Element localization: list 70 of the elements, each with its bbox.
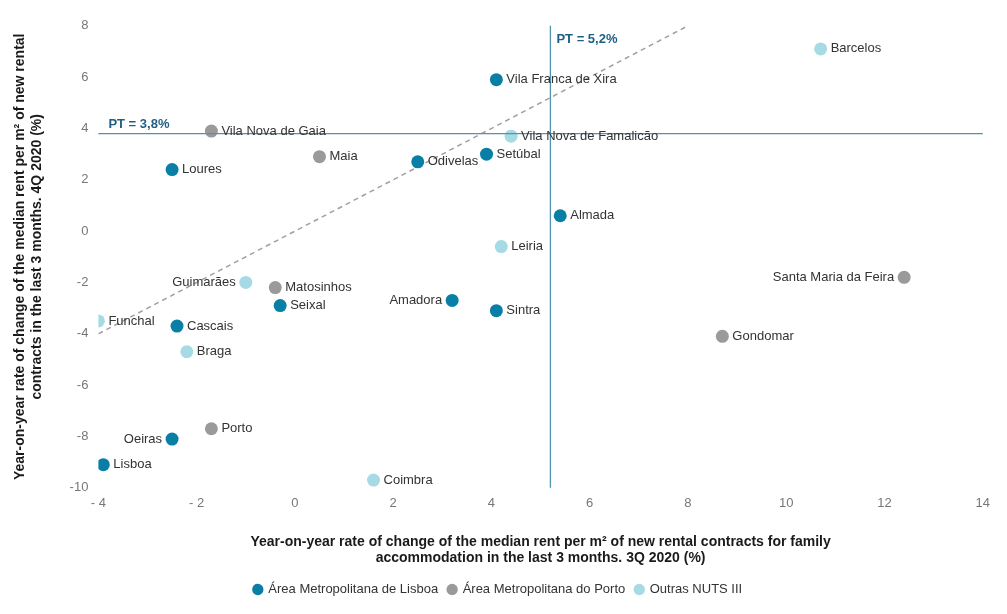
annotation: Maia	[329, 148, 359, 164]
x-tick-label: - 4	[90, 495, 106, 511]
annotation: Odivelas	[427, 153, 479, 169]
annotation: Seixal	[290, 297, 326, 313]
point	[165, 163, 179, 177]
point	[367, 473, 381, 487]
legend-label: Outras NUTS III	[649, 581, 743, 597]
point	[312, 150, 326, 164]
x-axis-title: Year-on-year rate of change of the median rent per m² of new rental contracts for family accommodation in the last 3 months. 3Q 2020 (%)	[250, 532, 831, 566]
annotation: Guimarães	[172, 274, 237, 290]
point	[445, 293, 459, 307]
y-tick-label: -6	[76, 376, 89, 392]
point	[814, 42, 828, 56]
annotation: Sintra	[506, 302, 542, 318]
annotation: Funchal	[108, 312, 155, 328]
x-tick-label: 2	[389, 495, 397, 511]
point	[494, 240, 508, 254]
annotation: Matosinhos	[285, 279, 353, 295]
y-tick-label: -10	[69, 479, 89, 495]
x-tick-label: 12	[877, 495, 892, 511]
annotation: Porto	[221, 420, 253, 436]
point	[165, 432, 179, 446]
y-tick-label: 6	[81, 68, 89, 84]
legend-label: Área Metropolitana do Porto	[462, 581, 626, 597]
point	[489, 73, 503, 87]
annotation: Coimbra	[383, 471, 434, 487]
ref-line-label: PT = 3,8%	[108, 115, 170, 131]
point	[204, 124, 218, 138]
x-tick-label: 4	[487, 495, 496, 511]
y-tick-label: -8	[76, 428, 89, 444]
annotation: Setúbal	[496, 145, 541, 161]
point	[715, 329, 729, 343]
point	[180, 345, 194, 359]
x-tick-label: 6	[586, 495, 594, 511]
annotation: Leiria	[511, 238, 544, 254]
annotation: Braga	[196, 343, 233, 359]
point	[897, 270, 911, 284]
y-tick-label: -2	[76, 274, 89, 290]
annotation: Santa Maria da Feira	[772, 268, 895, 284]
ref-line-label: PT = 5,2%	[556, 30, 618, 46]
x-tick-label: 10	[779, 495, 794, 511]
y-tick-label: 2	[81, 171, 89, 187]
annotation: Cascais	[187, 317, 234, 333]
point	[411, 155, 425, 169]
annotation: Almada	[570, 207, 616, 223]
x-tick-label: - 2	[189, 495, 205, 511]
point	[480, 147, 494, 161]
point	[268, 281, 282, 295]
y-tick-label: 8	[81, 17, 89, 33]
point	[553, 209, 567, 223]
x-tick-label: 0	[291, 495, 299, 511]
point	[170, 319, 184, 333]
x-tick-label: 8	[684, 495, 692, 511]
y-tick-label: 0	[81, 222, 89, 238]
point	[204, 422, 218, 436]
annotation: Lisboa	[113, 456, 153, 472]
annotation: Oeiras	[123, 430, 163, 446]
annotation: Loures	[182, 161, 223, 177]
y-axis-title: Year-on-year rate of change of the median rent per m² of new rental contracts in the last 3 months. 4Q 2020 (%)	[11, 33, 45, 481]
x-tick-label: 14	[975, 495, 990, 511]
legend-label: Área Metropolitana de Lisboa	[268, 581, 439, 597]
y-tick-label: -4	[76, 325, 89, 341]
point	[273, 299, 287, 313]
y-tick-label: 4	[81, 120, 89, 136]
point	[239, 275, 253, 289]
annotation: Amadora	[389, 292, 443, 308]
point	[489, 304, 503, 318]
point	[98, 458, 110, 472]
annotation: Gondomar	[732, 327, 795, 343]
annotation: Barcelos	[830, 40, 882, 56]
